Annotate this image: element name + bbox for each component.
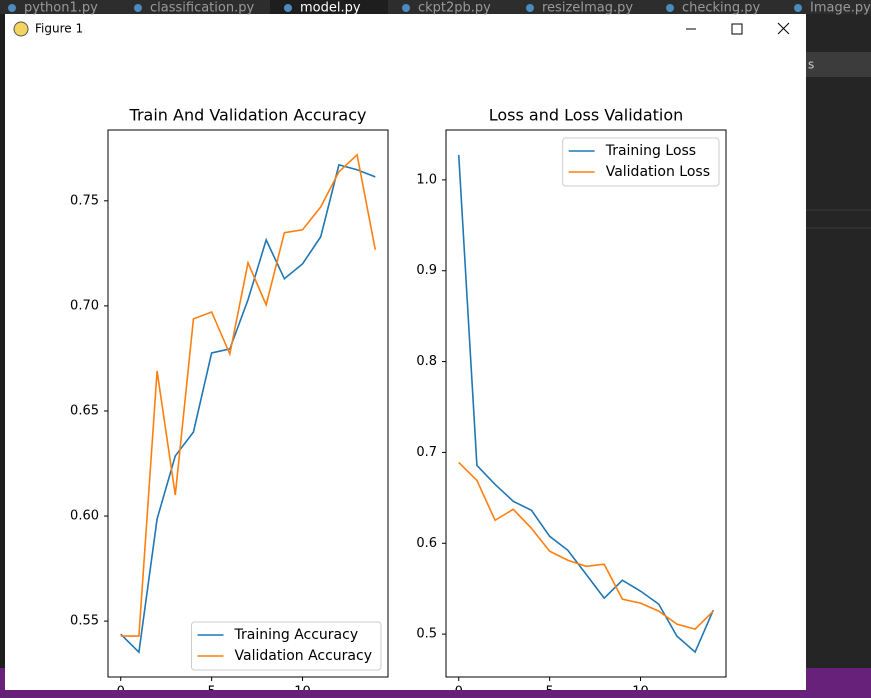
y-tick-label: 0.7 [416, 445, 437, 460]
side-text: s [808, 58, 814, 72]
tab-label[interactable]: model.py [300, 1, 361, 16]
tab-icon [666, 4, 674, 12]
series-line [120, 153, 377, 637]
x-tick-label: 5 [545, 685, 553, 698]
axes-frame [107, 129, 389, 678]
y-tick-label: 0.55 [70, 614, 99, 629]
side-input [806, 52, 871, 77]
y-tick-label: 0.65 [70, 403, 99, 418]
tab-label[interactable]: checking.py [682, 1, 761, 16]
tab-strip [0, 0, 871, 14]
maximize-button[interactable] [731, 23, 743, 35]
y-tick-label: 0.5 [416, 627, 437, 642]
axes-frame [445, 129, 727, 678]
legend: Training Loss Validation Loss [562, 137, 720, 187]
chart-title: Loss and Loss Validation [489, 106, 684, 125]
legend: Training Accuracy Validation Accuracy [191, 621, 382, 671]
y-tick-label: 1.0 [416, 172, 437, 187]
tab-icon [794, 4, 802, 12]
legend-label: Validation Loss [606, 164, 710, 180]
tab-icon [8, 4, 16, 12]
app-icon [13, 21, 29, 37]
tab-icon [526, 4, 534, 12]
y-tick-label: 0.70 [70, 298, 99, 313]
legend-label: Validation Accuracy [235, 648, 373, 664]
series-line [120, 163, 376, 654]
active-tab [270, 0, 388, 14]
series-line [457, 154, 715, 654]
tab-icon [284, 4, 292, 12]
tab-label[interactable]: resizeImag.py [542, 1, 633, 16]
series-line [458, 461, 714, 631]
y-tick-label: 0.75 [70, 193, 99, 208]
tab-label[interactable]: python1.py [24, 1, 98, 16]
x-tick-label: 5 [207, 685, 215, 698]
chart-title: Train And Validation Accuracy [129, 106, 367, 125]
tab-label[interactable]: Image.py [810, 1, 871, 16]
y-tick-label: 0.9 [416, 263, 437, 278]
side-panel [806, 14, 871, 690]
legend-box [191, 621, 382, 671]
legend-label: Training Accuracy [234, 627, 359, 643]
x-tick-label: 10 [294, 685, 311, 698]
legend-box [562, 137, 720, 187]
figure-window [5, 14, 806, 690]
tab-label[interactable]: ckpt2pb.py [418, 1, 491, 16]
y-tick-label: 0.8 [416, 354, 437, 369]
legend-label: Training Loss [605, 143, 696, 159]
close-button[interactable] [777, 22, 790, 35]
window-title: Figure 1 [35, 22, 83, 36]
x-tick-label: 0 [455, 685, 463, 698]
y-tick-label: 0.60 [70, 509, 99, 524]
tab-label[interactable]: classification.py [150, 1, 254, 16]
x-tick-label: 0 [117, 685, 125, 698]
y-tick-label: 0.6 [416, 536, 437, 551]
x-tick-label: 10 [632, 685, 649, 698]
tab-icon [402, 4, 410, 12]
tab-icon [134, 4, 142, 12]
